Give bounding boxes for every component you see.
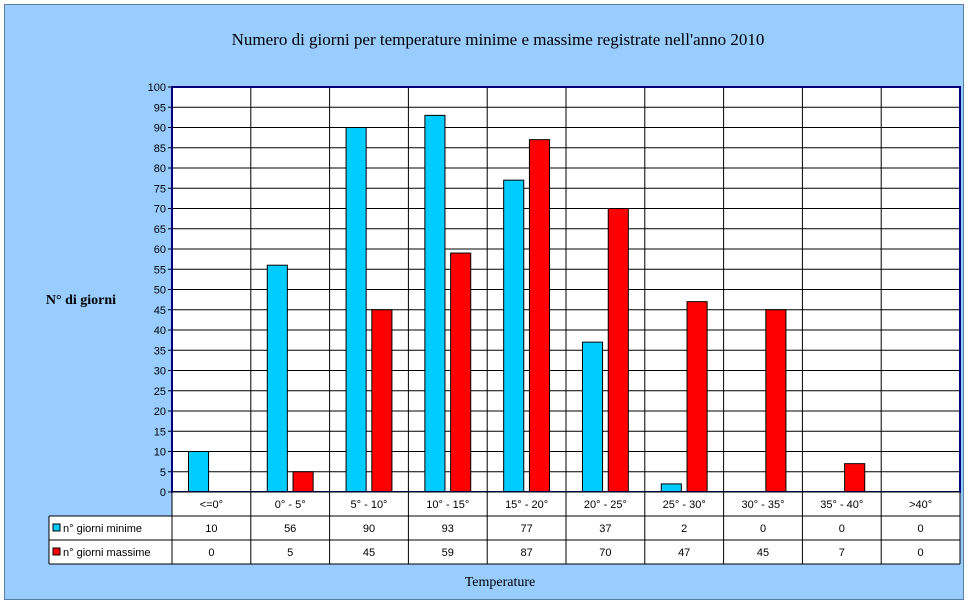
data-label: 47 — [678, 547, 690, 559]
data-label: 59 — [442, 547, 454, 559]
y-tick-label: 80 — [154, 163, 166, 175]
legend-swatch — [52, 547, 61, 556]
category-label: 30° - 35° — [741, 499, 784, 511]
bar — [607, 208, 629, 493]
bar — [528, 139, 551, 493]
data-label: 10 — [205, 523, 217, 535]
data-label: 56 — [284, 523, 296, 535]
category-label: 15° - 20° — [505, 499, 548, 511]
bar — [371, 309, 393, 493]
bar — [686, 301, 708, 493]
bar — [266, 264, 288, 493]
y-tick-label: 40 — [154, 325, 166, 337]
y-tick-label: 15 — [154, 426, 166, 438]
category-label: 25° - 30° — [663, 499, 706, 511]
y-tick-label: 20 — [154, 406, 166, 418]
legend-label: n° giorni massime — [63, 547, 151, 559]
y-axis-label: N° di giorni — [46, 293, 116, 308]
data-label: 70 — [599, 547, 611, 559]
data-label: 37 — [599, 523, 611, 535]
bar — [844, 463, 866, 493]
data-label: 2 — [681, 523, 687, 535]
y-tick-label: 45 — [154, 305, 166, 317]
y-tick-label: 5 — [160, 467, 166, 479]
data-label: 0 — [760, 523, 766, 535]
y-tick-label: 30 — [154, 366, 166, 378]
data-label: 93 — [442, 523, 454, 535]
data-label: 5 — [287, 547, 293, 559]
bar — [581, 341, 604, 493]
category-label: 20° - 25° — [584, 499, 627, 511]
data-label: 0 — [208, 547, 214, 559]
y-tick-label: 35 — [154, 345, 166, 357]
plot-area: 0 5 10 15 20 25 30 35 40 45 50 55 60 65 70 75 80 85 90 95 10… — [148, 82, 961, 499]
data-label: 90 — [363, 523, 375, 535]
chart-svg: Numero di giorni per temperature minime … — [46, 30, 961, 590]
y-tick-label: 95 — [154, 102, 166, 114]
y-tick-label: 50 — [154, 285, 166, 297]
bar — [292, 471, 314, 493]
data-label: 0 — [918, 547, 924, 559]
data-label: 77 — [520, 523, 532, 535]
y-tick-label: 25 — [154, 386, 166, 398]
y-tick-label: 0 — [160, 487, 166, 499]
category-label: 5° - 10° — [351, 499, 388, 511]
data-label: 45 — [363, 547, 375, 559]
category-label: <=0° — [200, 499, 223, 511]
bar — [450, 252, 472, 493]
data-label: 87 — [520, 547, 532, 559]
y-tick-label: 100 — [148, 82, 166, 94]
category-label: 10° - 15° — [426, 499, 469, 511]
y-tick-label: 10 — [154, 447, 166, 459]
bar — [503, 179, 525, 493]
x-axis-label: Temperature — [465, 575, 536, 590]
y-tick-label: 85 — [154, 143, 166, 155]
data-label: 7 — [839, 547, 845, 559]
data-label: 45 — [757, 547, 769, 559]
bar — [765, 309, 787, 493]
data-table: <=0° 0° - 5° 5° - 10° 10° - 15° 15° - 20° 20°… — [48, 491, 961, 565]
chart-title: Numero di giorni per temperature minime … — [232, 30, 765, 49]
y-tick-label: 55 — [154, 264, 166, 276]
bar — [660, 483, 682, 493]
data-label: 0 — [839, 523, 845, 535]
y-tick-label: 75 — [154, 183, 166, 195]
bar — [345, 127, 367, 493]
category-label: 35° - 40° — [820, 499, 863, 511]
category-label: 0° - 5° — [275, 499, 306, 511]
bar — [187, 451, 210, 493]
bar — [424, 114, 446, 493]
y-tick-label: 65 — [154, 224, 166, 236]
data-label: 0 — [918, 523, 924, 535]
y-tick-label: 90 — [154, 123, 166, 135]
y-tick-label: 70 — [154, 204, 166, 216]
legend-label: n° giorni minime — [63, 523, 142, 535]
category-label: >40° — [909, 499, 932, 511]
chart-frame: Numero di giorni per temperature minime … — [4, 4, 964, 600]
legend-swatch — [52, 523, 61, 532]
y-tick-label: 60 — [154, 244, 166, 256]
